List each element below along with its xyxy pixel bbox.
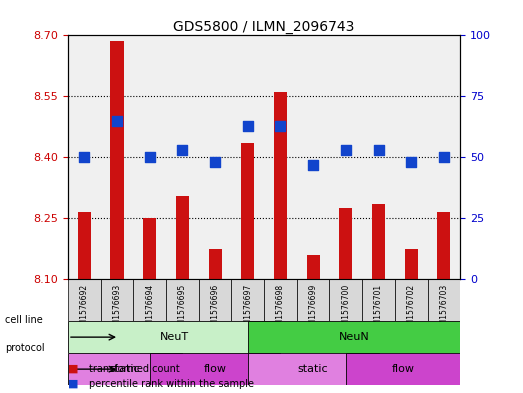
Text: static: static [298,364,328,374]
FancyBboxPatch shape [297,279,329,321]
FancyBboxPatch shape [231,279,264,321]
Text: flow: flow [203,364,226,374]
Bar [372,204,385,279]
Text: GSM1576694: GSM1576694 [145,283,154,335]
Text: cell line: cell line [5,315,43,325]
Bar [78,212,91,279]
Bar [437,212,450,279]
FancyBboxPatch shape [264,279,297,321]
FancyBboxPatch shape [100,279,133,321]
FancyBboxPatch shape [248,321,460,353]
Point [244,123,252,129]
Bar [176,196,189,279]
Text: GSM1576692: GSM1576692 [80,283,89,334]
Text: flow: flow [392,364,415,374]
Point [145,154,154,160]
Point [276,123,285,129]
Text: GSM1576700: GSM1576700 [342,283,350,335]
Point [211,159,219,165]
Point [309,162,317,168]
FancyBboxPatch shape [150,353,280,385]
Point [440,154,448,160]
Text: protocol: protocol [5,343,45,353]
Text: NeuT: NeuT [160,332,189,342]
FancyBboxPatch shape [248,353,379,385]
Text: NeuN: NeuN [338,332,369,342]
Point [407,159,415,165]
FancyBboxPatch shape [166,279,199,321]
Bar [110,42,123,279]
Title: GDS5800 / ILMN_2096743: GDS5800 / ILMN_2096743 [174,20,355,34]
Bar [274,92,287,279]
Text: static: static [110,364,141,374]
Bar [241,143,254,279]
Text: GSM1576697: GSM1576697 [243,283,252,335]
Text: transformed count: transformed count [89,364,180,374]
Text: ■: ■ [68,364,78,374]
FancyBboxPatch shape [68,353,183,385]
Bar [306,255,320,279]
Text: ■: ■ [68,378,78,389]
FancyBboxPatch shape [346,353,460,385]
Text: GSM1576703: GSM1576703 [439,283,448,335]
Text: GSM1576698: GSM1576698 [276,283,285,334]
FancyBboxPatch shape [395,279,428,321]
Point [342,147,350,153]
Text: GSM1576699: GSM1576699 [309,283,317,335]
FancyBboxPatch shape [68,321,280,353]
Point [374,147,383,153]
Text: GSM1576702: GSM1576702 [407,283,416,334]
Bar [405,249,418,279]
Point [178,147,187,153]
FancyBboxPatch shape [133,279,166,321]
Text: GSM1576693: GSM1576693 [112,283,121,335]
FancyBboxPatch shape [199,279,231,321]
FancyBboxPatch shape [362,279,395,321]
Text: GSM1576695: GSM1576695 [178,283,187,335]
FancyBboxPatch shape [68,279,100,321]
FancyBboxPatch shape [428,279,460,321]
Bar [143,218,156,279]
Text: GSM1576701: GSM1576701 [374,283,383,334]
FancyBboxPatch shape [329,279,362,321]
Text: percentile rank within the sample: percentile rank within the sample [89,378,254,389]
Bar [339,208,353,279]
Point [113,118,121,124]
Point [80,154,88,160]
Bar [209,249,222,279]
Text: GSM1576696: GSM1576696 [211,283,220,335]
